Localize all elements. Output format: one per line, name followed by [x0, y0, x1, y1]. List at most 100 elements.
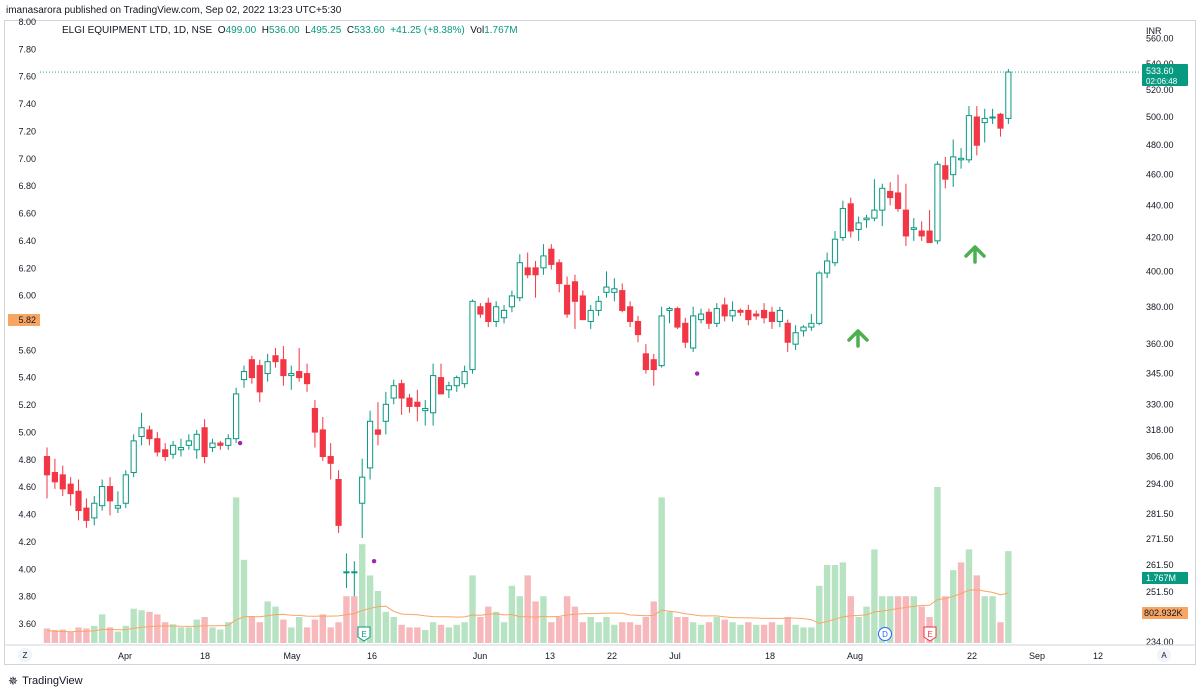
volume-bar — [374, 591, 382, 643]
volume-bar — [682, 617, 689, 643]
candle-body — [697, 313, 705, 321]
candle-body — [532, 267, 539, 276]
dividend-dots — [237, 371, 700, 564]
time-axis-tick: Apr — [118, 651, 132, 661]
volume-bar — [989, 596, 996, 643]
left-axis-tick: 4.80 — [18, 455, 36, 465]
candle-body — [366, 420, 374, 469]
volume-bar — [169, 624, 177, 643]
candle-body — [563, 284, 571, 315]
volume-bar — [666, 611, 673, 643]
volume-bar — [532, 601, 539, 643]
candle-body — [280, 359, 287, 377]
candle-body — [296, 371, 303, 379]
left-axis-tick: 7.80 — [18, 44, 36, 54]
volume-bar — [957, 562, 965, 643]
volume-bar — [343, 596, 350, 643]
left-axis-tick: 3.60 — [18, 619, 36, 629]
volume-bar — [674, 617, 681, 643]
dividend-marker-label: D — [882, 630, 888, 639]
candle-body — [863, 217, 870, 221]
volume-bar — [902, 596, 910, 643]
volume-bar — [453, 624, 460, 643]
split-marker-dot[interactable] — [371, 559, 377, 564]
candle-body — [760, 309, 768, 319]
volume-bar — [540, 596, 547, 643]
candle-body — [839, 208, 846, 239]
candle-body — [690, 315, 697, 349]
left-axis-tick: 7.40 — [18, 99, 36, 109]
volume-bar — [366, 575, 374, 643]
tradingview-logo[interactable]: ✵ TradingView — [8, 674, 83, 688]
split-marker-dot[interactable] — [694, 371, 700, 376]
volume-last-value: 1.767M — [1146, 573, 1176, 583]
right-axis-tick: 306.00 — [1146, 452, 1174, 462]
volume-bar — [942, 596, 949, 643]
dividend-marker[interactable] — [878, 627, 892, 641]
footer-brand: TradingView — [22, 675, 83, 687]
volume-bar — [729, 622, 736, 643]
volume-bar — [839, 562, 847, 643]
volume-bar — [445, 627, 453, 643]
time-axis-tick: 22 — [607, 651, 617, 661]
candle-body — [879, 187, 886, 211]
candle-body — [950, 156, 957, 176]
candle-body — [319, 429, 326, 458]
candle-body — [666, 308, 673, 311]
volume-bar — [437, 624, 445, 643]
volume-bar — [587, 617, 594, 643]
volume-bar — [768, 622, 776, 643]
candle-body — [768, 311, 776, 322]
volume-bar — [485, 606, 492, 643]
right-axis-tick: 330.00 — [1146, 399, 1174, 409]
volume-bar — [146, 611, 153, 643]
candle-body — [193, 433, 200, 451]
candle-body — [67, 483, 74, 495]
tradingview-logo-icon: ✵ — [8, 674, 19, 688]
volume-bar — [398, 624, 405, 643]
candle-body — [587, 309, 594, 322]
candle-body — [146, 429, 153, 440]
time-axis-tick: Aug — [847, 651, 863, 661]
candle-body — [642, 353, 649, 371]
last-price-value: 533.60 — [1146, 66, 1174, 76]
split-marker-dot[interactable] — [237, 440, 243, 446]
time-axis-tick: 22 — [967, 651, 977, 661]
volume-bar — [556, 617, 563, 643]
volume-bar — [745, 622, 752, 643]
candle-body — [359, 476, 366, 504]
volume-bar — [776, 624, 784, 643]
candle-body — [288, 373, 295, 377]
candle-body — [957, 157, 965, 161]
right-axis-tick: 460.00 — [1146, 170, 1174, 180]
volume-bar — [973, 575, 981, 643]
volume-bar — [359, 544, 366, 643]
candle-body — [138, 427, 145, 437]
last-price-badge — [1142, 64, 1188, 87]
candlestick-chart[interactable]: 8.00 7.80 7.60 7.40 7.20 7.00 6.80 6.60 6.40 6.20… — [0, 0, 1200, 668]
candle-body — [619, 290, 626, 311]
left-axis-tick: 5.00 — [18, 427, 36, 437]
volume-bar — [106, 627, 114, 643]
auto-scale-button[interactable] — [1157, 648, 1171, 662]
volume-bar — [611, 624, 618, 643]
left-axis-tick: 7.60 — [18, 72, 36, 82]
volume-bar — [524, 575, 531, 643]
earnings-marker-2[interactable] — [923, 626, 937, 642]
candle-body — [1005, 71, 1012, 119]
volume-bar — [272, 606, 279, 643]
volume-ma-badge — [1142, 607, 1188, 619]
candle-body — [816, 272, 823, 324]
candle-body — [524, 267, 531, 276]
chart-frame[interactable] — [4, 20, 1196, 665]
left-axis-tick: 6.00 — [18, 291, 36, 301]
candle-body — [327, 456, 334, 464]
right-axis-tick: 281.50 — [1146, 509, 1174, 519]
right-axis-tick: 520.00 — [1146, 85, 1174, 95]
candle-body — [414, 401, 421, 407]
earnings-marker[interactable] — [357, 626, 371, 642]
volume-bar — [823, 565, 831, 643]
volume-bar — [311, 619, 319, 643]
zoom-reset-button[interactable] — [18, 648, 32, 662]
volume-bar — [51, 630, 59, 643]
